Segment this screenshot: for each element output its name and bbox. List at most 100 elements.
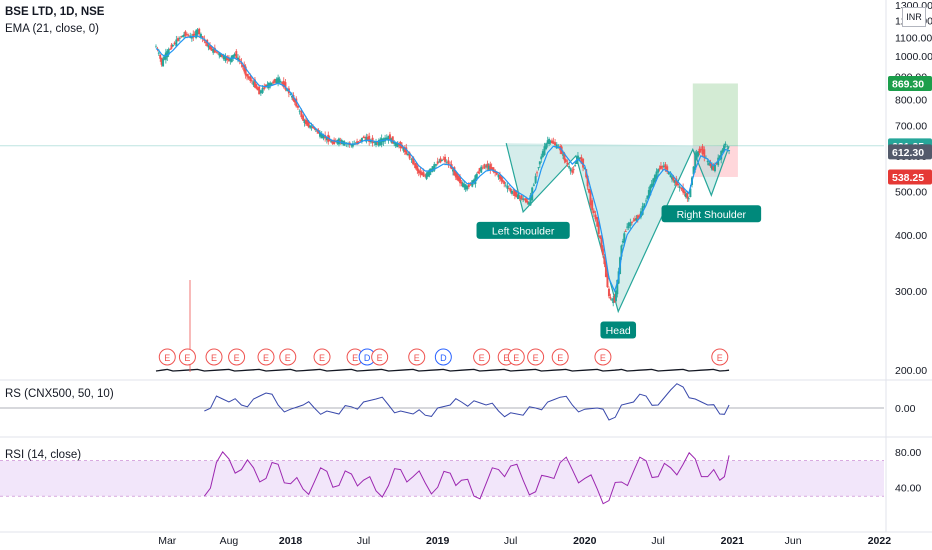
candle-body bbox=[532, 184, 535, 186]
time-axis-tick: Jul bbox=[357, 535, 370, 547]
candle-body bbox=[360, 137, 363, 142]
candle-body bbox=[708, 162, 711, 166]
candle-body bbox=[427, 171, 430, 177]
candle-body bbox=[387, 135, 390, 141]
candle-body bbox=[676, 183, 679, 186]
event-marker-label: E bbox=[352, 353, 358, 363]
candle-body bbox=[600, 237, 603, 249]
candle-body bbox=[362, 136, 365, 139]
candle-body bbox=[236, 57, 239, 60]
candle-body bbox=[699, 149, 702, 151]
candle-body bbox=[645, 200, 648, 202]
candle-body bbox=[459, 177, 462, 184]
candle-body bbox=[181, 35, 184, 38]
candle-body bbox=[408, 152, 411, 159]
left-shoulder-label-box bbox=[476, 221, 570, 239]
candle-body bbox=[564, 159, 567, 163]
candle-body bbox=[259, 90, 262, 94]
candle-body bbox=[306, 120, 309, 126]
candle-body bbox=[712, 165, 715, 171]
candle-body bbox=[187, 35, 190, 37]
candle-body bbox=[591, 200, 594, 211]
candle-body bbox=[538, 161, 541, 165]
candle-body bbox=[302, 115, 305, 121]
candle-body bbox=[296, 105, 299, 108]
candle-body bbox=[246, 73, 249, 77]
time-axis-tick: Jul bbox=[504, 535, 517, 547]
event-marker-circle bbox=[205, 348, 223, 366]
candle-body bbox=[440, 159, 443, 161]
right-shoulder-label: Right Shoulder bbox=[677, 209, 747, 221]
candle-body bbox=[272, 81, 275, 84]
pattern-outline bbox=[505, 143, 730, 314]
candle-body bbox=[697, 151, 700, 157]
candle-body bbox=[377, 140, 380, 146]
candle-body bbox=[604, 262, 607, 277]
candle-body bbox=[709, 163, 712, 167]
event-marker-label: E bbox=[377, 353, 383, 363]
candle-body bbox=[204, 41, 207, 43]
candle-body bbox=[516, 194, 519, 200]
candle-body bbox=[594, 214, 597, 220]
candle-body bbox=[208, 45, 211, 50]
event-marker-circle bbox=[473, 348, 491, 366]
price-label: 538.25 bbox=[892, 172, 924, 184]
candle-body bbox=[322, 134, 325, 139]
candle-body bbox=[192, 33, 195, 38]
time-axis-tick: 2021 bbox=[721, 535, 745, 547]
candle-body bbox=[241, 64, 244, 67]
candle-body bbox=[277, 77, 280, 83]
candle-body bbox=[646, 195, 649, 199]
candle-body bbox=[380, 138, 383, 145]
candle-body bbox=[310, 126, 313, 128]
candle-body bbox=[464, 184, 467, 190]
time-axis-tick: 2019 bbox=[426, 535, 450, 547]
candle-body bbox=[481, 167, 484, 169]
candle-body bbox=[486, 163, 489, 168]
candle-body bbox=[661, 166, 664, 168]
head-label: Head bbox=[606, 325, 631, 337]
candle-body bbox=[289, 93, 292, 95]
currency-badge[interactable]: INR bbox=[902, 7, 926, 27]
candle-body bbox=[199, 33, 202, 38]
candle-body bbox=[536, 172, 539, 174]
event-marker-label: E bbox=[479, 353, 485, 363]
candle-body bbox=[623, 233, 626, 243]
candle-body bbox=[632, 220, 635, 222]
event-marker-label: E bbox=[263, 353, 269, 363]
time-axis-tick: Jun bbox=[785, 535, 802, 547]
candle-body bbox=[586, 175, 589, 187]
price-axis-tick: 400.00 bbox=[895, 230, 927, 242]
event-marker-circle bbox=[279, 348, 297, 366]
candle-body bbox=[474, 175, 477, 184]
time-axis-tick: Aug bbox=[220, 535, 239, 547]
candle-body bbox=[653, 175, 656, 183]
event-marker-circle bbox=[257, 348, 275, 366]
candle-body bbox=[710, 165, 713, 170]
candle-body bbox=[184, 31, 187, 36]
candle-body bbox=[726, 145, 729, 147]
candle-body bbox=[206, 39, 209, 47]
pattern-fill bbox=[506, 143, 730, 312]
candle-body bbox=[269, 82, 272, 87]
rsi-line bbox=[203, 451, 730, 505]
candle-body bbox=[534, 176, 537, 183]
candle-body bbox=[467, 184, 470, 188]
candle-body bbox=[523, 199, 526, 201]
candle-body bbox=[424, 175, 427, 177]
candle-body bbox=[641, 206, 644, 215]
candle-body bbox=[320, 133, 323, 139]
candle-body bbox=[477, 171, 480, 174]
candle-body bbox=[483, 164, 486, 169]
candle-body bbox=[210, 45, 213, 51]
candle-body bbox=[667, 171, 670, 175]
candle-body bbox=[339, 139, 342, 142]
candle-body bbox=[629, 222, 632, 227]
candle-body bbox=[701, 146, 704, 155]
candle-body bbox=[255, 84, 258, 89]
price-label-box bbox=[888, 144, 932, 160]
candle-body bbox=[686, 192, 689, 199]
candle-body bbox=[647, 190, 650, 198]
candle-body bbox=[173, 42, 176, 45]
candle-body bbox=[682, 187, 685, 193]
